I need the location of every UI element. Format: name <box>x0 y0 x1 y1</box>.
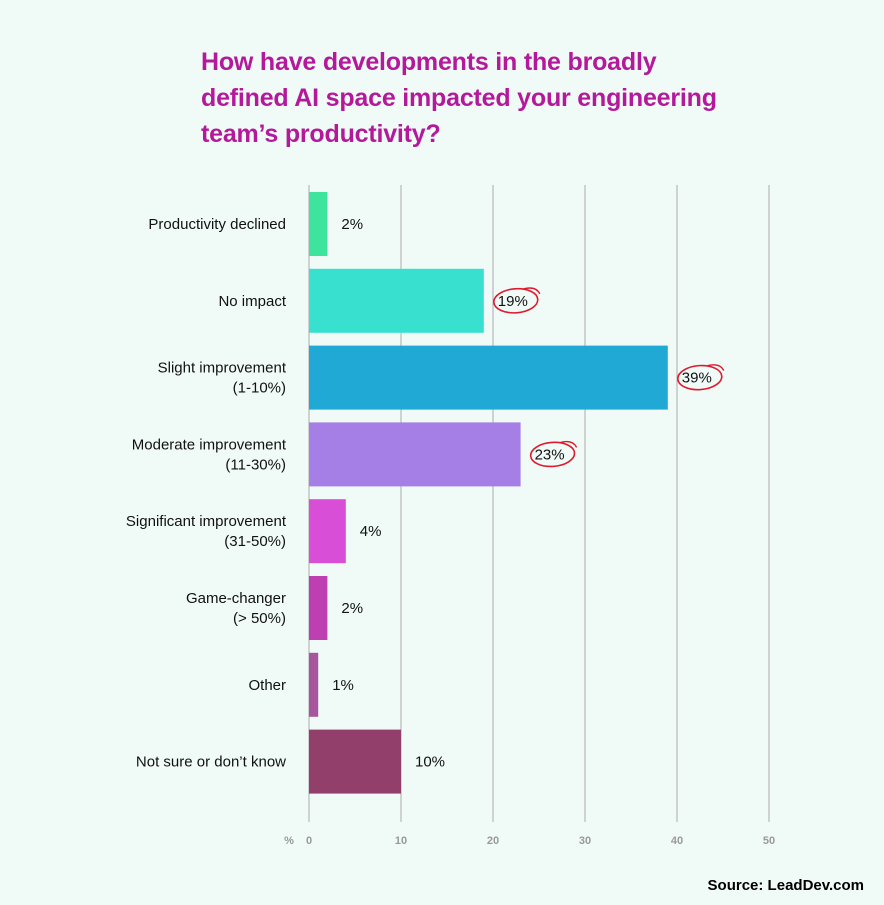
bar <box>309 345 668 410</box>
category-label: Not sure or don’t know <box>136 754 286 771</box>
category-label: Productivity declined <box>148 216 286 233</box>
x-axis-label: % <box>284 835 294 847</box>
category-label: (11-30%) <box>225 456 286 473</box>
bar <box>309 576 328 640</box>
bar-chart: 0 10 20 30 40 50% Productivity declined 2% No im… <box>126 185 775 847</box>
x-tick-label: 40 <box>671 835 683 847</box>
x-tick-label: 10 <box>395 835 407 847</box>
category-label: (> 50%) <box>233 610 286 627</box>
data-label: 2% <box>341 216 363 233</box>
category-label: Moderate improvement <box>132 436 287 453</box>
data-label: 39% <box>682 370 712 387</box>
category-label: Significant improvement <box>126 513 287 530</box>
category-label: (1-10%) <box>233 380 286 397</box>
data-label: 2% <box>341 600 363 617</box>
highlight-stroke <box>707 364 725 371</box>
category-label: Game-changer <box>186 590 286 607</box>
data-label: 1% <box>332 677 354 694</box>
x-tick-label: 50 <box>763 835 775 847</box>
bar <box>309 192 328 256</box>
bar <box>309 268 484 333</box>
chart-title-line-1: How have developments in the broadly <box>201 48 657 76</box>
highlight-circle <box>677 364 723 391</box>
highlight-stroke <box>523 287 541 295</box>
x-tick-label: 30 <box>579 835 591 847</box>
data-label: 10% <box>415 754 445 771</box>
data-label: 19% <box>498 293 528 310</box>
x-tick-label: 20 <box>487 835 499 847</box>
bar <box>309 499 346 564</box>
chart-title-line-2: defined AI space impacted your engineeri… <box>201 84 717 112</box>
highlight-stroke <box>560 440 578 448</box>
data-label: 23% <box>535 446 565 463</box>
category-label: (31-50%) <box>224 533 286 550</box>
category-label: Slight improvement <box>158 360 287 377</box>
chart-title: How have developments in the broadly def… <box>201 44 761 152</box>
bar <box>309 652 319 717</box>
bar <box>309 422 521 487</box>
highlight-circle <box>493 287 539 314</box>
highlight-circle <box>529 441 576 468</box>
bar <box>309 729 401 794</box>
category-label: Other <box>248 677 286 694</box>
data-label: 4% <box>360 523 382 540</box>
chart-title-line-3: team’s productivity? <box>201 120 441 148</box>
category-label: No impact <box>218 293 286 310</box>
x-tick-label: 0 <box>306 835 312 847</box>
source-credit: Source: LeadDev.com <box>707 877 864 894</box>
